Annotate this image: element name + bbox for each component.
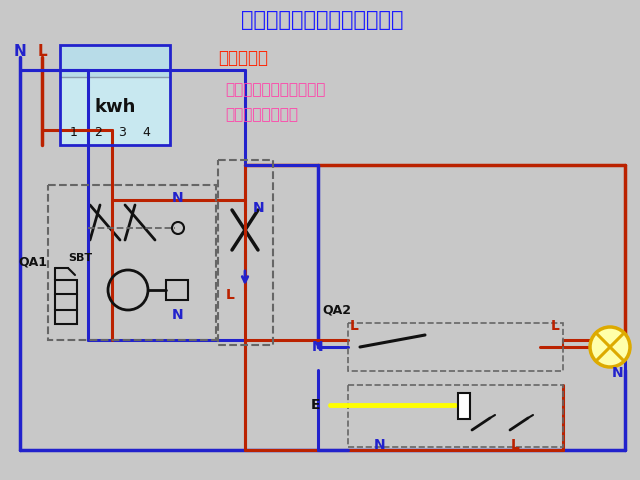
Bar — [166, 280, 188, 300]
Text: N: N — [612, 366, 624, 380]
Text: L: L — [349, 319, 358, 333]
Bar — [60, 45, 170, 77]
Bar — [458, 393, 470, 419]
Bar — [348, 323, 563, 371]
Text: QA1: QA1 — [18, 255, 47, 268]
Text: N: N — [13, 45, 26, 60]
Text: 控制要求：: 控制要求： — [218, 49, 268, 67]
Bar — [348, 385, 563, 447]
Text: 3: 3 — [118, 125, 126, 139]
Text: L: L — [511, 438, 520, 452]
Bar — [55, 310, 77, 324]
Text: QA2: QA2 — [322, 303, 351, 316]
Text: E: E — [310, 398, 320, 412]
Text: 1: 1 — [70, 125, 78, 139]
Text: N: N — [374, 438, 386, 452]
Text: 4: 4 — [142, 125, 150, 139]
Text: N: N — [253, 201, 265, 215]
Bar — [218, 160, 273, 345]
Text: N: N — [312, 340, 324, 354]
Text: SBT: SBT — [68, 253, 92, 263]
Text: L: L — [37, 45, 47, 60]
Text: 2: 2 — [94, 125, 102, 139]
Text: 一个开关控制一盏灯，插: 一个开关控制一盏灯，插 — [225, 83, 325, 97]
Bar — [60, 45, 170, 145]
Bar — [55, 280, 77, 294]
Circle shape — [590, 327, 630, 367]
Text: kwh: kwh — [94, 98, 136, 116]
Bar — [60, 45, 170, 145]
Text: L: L — [550, 319, 559, 333]
Text: N: N — [172, 308, 184, 322]
Bar — [48, 185, 216, 340]
Text: N: N — [172, 191, 184, 205]
Text: 座不受开关控制。: 座不受开关控制。 — [225, 108, 298, 122]
Text: 照明电路一：一控一灯一插座: 照明电路一：一控一灯一插座 — [241, 10, 403, 30]
Text: L: L — [225, 288, 234, 302]
